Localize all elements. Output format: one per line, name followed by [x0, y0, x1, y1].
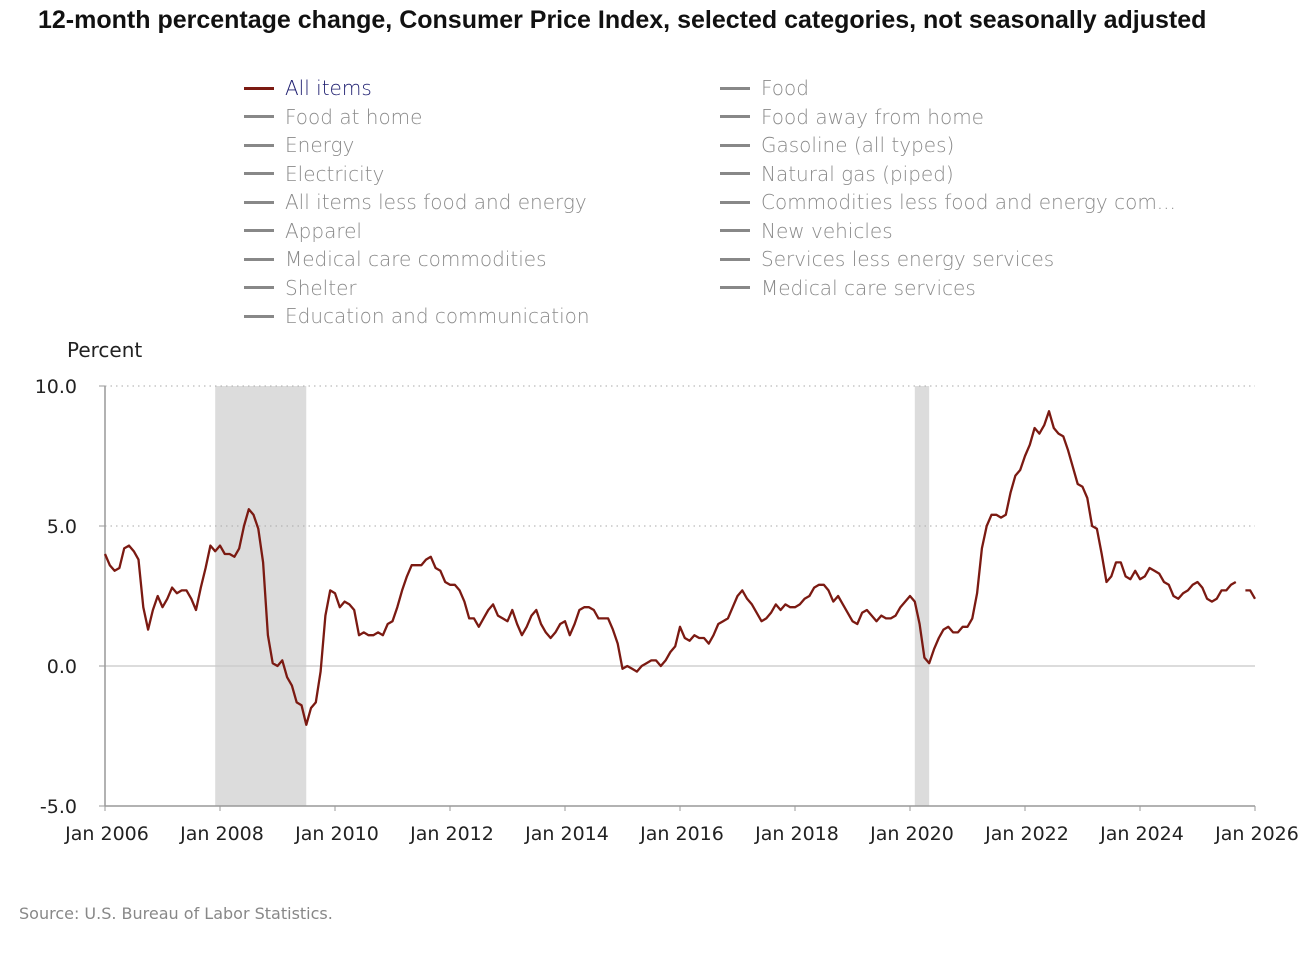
- legend-item[interactable]: Apparel: [244, 217, 590, 246]
- legend-swatch: [720, 286, 750, 290]
- x-tick-label: Jan 2012: [409, 823, 494, 845]
- legend-label: Shelter: [285, 275, 357, 300]
- legend-item[interactable]: All items less food and energy: [244, 188, 590, 217]
- x-tick-label: Jan 2022: [984, 823, 1069, 845]
- legend-label: Education and communication: [285, 304, 590, 329]
- legend-swatch: [244, 172, 274, 176]
- legend-swatch: [720, 172, 750, 176]
- source-note: Source: U.S. Bureau of Labor Statistics.: [19, 904, 333, 923]
- legend-label: Services less energy services: [761, 247, 1055, 272]
- legend-item[interactable]: Food at home: [244, 103, 590, 132]
- x-tick-label: Jan 2020: [869, 823, 954, 845]
- chart-title: 12-month percentage change, Consumer Pri…: [38, 6, 1207, 34]
- x-tick-label: Jan 2010: [294, 823, 379, 845]
- legend-label: Food at home: [285, 104, 423, 129]
- legend-item[interactable]: Medical care services: [720, 274, 1176, 303]
- legend-item[interactable]: Food: [720, 74, 1176, 103]
- legend-swatch: [720, 200, 750, 204]
- legend-label: Medical care commodities: [285, 247, 547, 272]
- legend-label: Energy: [285, 133, 355, 158]
- legend-item[interactable]: New vehicles: [720, 217, 1176, 246]
- legend-item[interactable]: Gasoline (all types): [720, 131, 1176, 160]
- x-tick-label: Jan 2016: [639, 823, 724, 845]
- legend-swatch: [720, 257, 750, 261]
- legend-label: Food: [761, 76, 809, 101]
- legend-swatch: [244, 257, 274, 261]
- y-tick-label: 0.0: [47, 656, 77, 678]
- legend-item[interactable]: Shelter: [244, 274, 590, 303]
- x-tick-label: Jan 2024: [1099, 823, 1184, 845]
- legend-label: All items: [285, 76, 372, 101]
- y-tick-label: 10.0: [35, 376, 77, 398]
- legend-swatch: [244, 115, 274, 119]
- legend-swatch: [244, 286, 274, 290]
- legend-label: Apparel: [285, 218, 362, 243]
- x-tick-label: Jan 2026: [1214, 823, 1299, 845]
- legend-label: Gasoline (all types): [761, 133, 955, 158]
- legend-item[interactable]: Commodities less food and energy com...: [720, 188, 1176, 217]
- legend-item[interactable]: Education and communication: [244, 302, 590, 331]
- legend-label: Natural gas (piped): [761, 161, 954, 186]
- legend-swatch: [244, 86, 274, 90]
- y-tick-label: -5.0: [40, 796, 77, 818]
- legend-swatch: [244, 314, 274, 318]
- legend-label: All items less food and energy: [285, 190, 587, 215]
- x-tick-label: Jan 2008: [179, 823, 264, 845]
- legend-right: Food Food away from home Gasoline (all typ…: [720, 74, 1176, 302]
- recession-shading: [914, 386, 930, 806]
- legend-item[interactable]: Services less energy services: [720, 245, 1176, 274]
- legend-swatch: [244, 229, 274, 233]
- y-axis-label: Percent: [67, 338, 143, 362]
- legend-label: Electricity: [285, 161, 385, 186]
- x-tick-label: Jan 2014: [524, 823, 609, 845]
- legend-swatch: [720, 115, 750, 119]
- legend-label: Food away from home: [761, 104, 984, 129]
- legend-item[interactable]: Medical care commodities: [244, 245, 590, 274]
- legend-swatch: [244, 200, 274, 204]
- y-tick-label: 5.0: [47, 516, 77, 538]
- legend-item[interactable]: Energy: [244, 131, 590, 160]
- legend-label: Commodities less food and energy com...: [761, 190, 1176, 215]
- legend-label: Medical care services: [761, 275, 976, 300]
- legend-item[interactable]: Electricity: [244, 160, 590, 189]
- legend-swatch: [720, 229, 750, 233]
- legend-label: New vehicles: [761, 218, 893, 243]
- legend-item[interactable]: All items: [244, 74, 590, 103]
- legend-item[interactable]: Food away from home: [720, 103, 1176, 132]
- legend-item[interactable]: Natural gas (piped): [720, 160, 1176, 189]
- x-tick-label: Jan 2006: [64, 823, 149, 845]
- x-tick-label: Jan 2018: [754, 823, 839, 845]
- legend-swatch: [244, 143, 274, 147]
- legend-left: All items Food at home Energy Electricity Al…: [244, 74, 590, 331]
- recession-shading: [215, 386, 307, 806]
- legend-swatch: [720, 143, 750, 147]
- legend-swatch: [720, 86, 750, 90]
- series-line-all-items: [103, 410, 1256, 726]
